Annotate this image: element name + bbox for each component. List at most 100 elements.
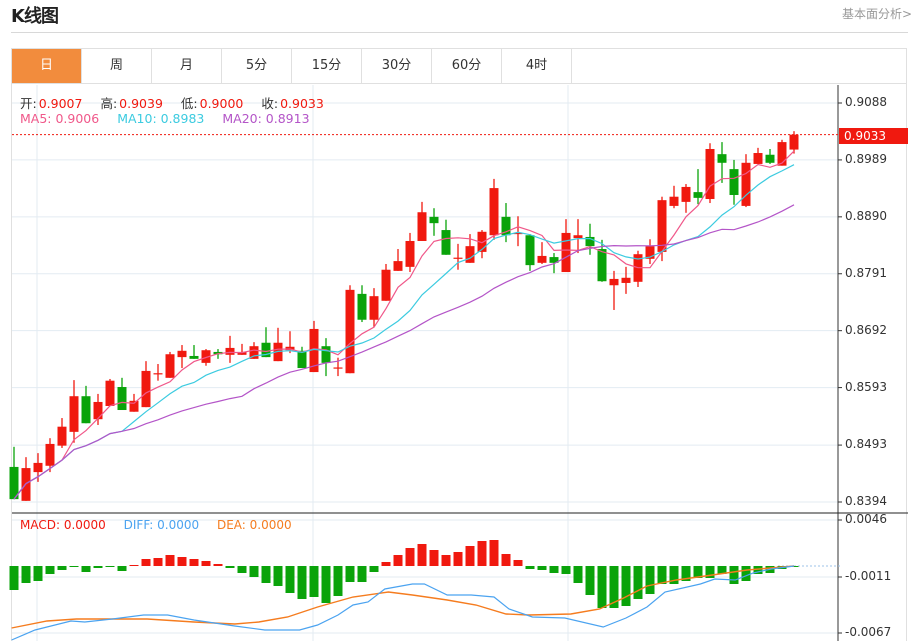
macd-bar-negative [681, 566, 691, 581]
macd-bar-negative [621, 566, 631, 606]
candle-up [777, 142, 787, 166]
macd-bar-negative [297, 566, 307, 599]
candle-up [57, 426, 67, 446]
macd-bar-negative [273, 566, 283, 586]
macd-bar-positive [513, 560, 523, 566]
macd-bar-negative [33, 566, 43, 581]
macd-value: MACD: 0.0000 [20, 518, 106, 532]
macd-axis-label: -0.0011 [845, 569, 892, 583]
macd-bar-negative [633, 566, 643, 599]
macd-bar-negative [333, 566, 343, 596]
macd-bar-negative [45, 566, 55, 574]
candle-up [381, 269, 391, 301]
tab-60min[interactable]: 60分 [432, 49, 502, 83]
high-label: 高: [100, 96, 118, 111]
macd-bar-negative [93, 566, 103, 568]
dea-value: DEA: 0.0000 [216, 518, 292, 532]
high-value: 0.9039 [119, 96, 163, 111]
candle-up [237, 351, 247, 355]
candle-up [201, 350, 211, 363]
macd-bar-negative [369, 566, 379, 572]
macd-bar-negative [729, 566, 739, 584]
macd-bar-negative [609, 566, 619, 608]
macd-bar-negative [21, 566, 31, 583]
macd-bar-positive [417, 544, 427, 566]
candle-up [453, 257, 463, 259]
macd-bar-positive [201, 561, 211, 566]
fundamental-analysis-link[interactable]: 基本面分析> [841, 7, 912, 21]
macd-bar-negative [573, 566, 583, 583]
price-axis-label: 0.8493 [845, 437, 887, 452]
macd-axis-label: -0.0067 [845, 625, 892, 639]
macd-bar-positive [189, 559, 199, 566]
macd-bar-negative [717, 566, 727, 574]
ohlc-legend: 开: 0.9007 高: 0.9039 低: 0.9000 收: 0.9033 [20, 93, 326, 112]
tab-week[interactable]: 周 [82, 49, 152, 83]
candle-up [153, 373, 163, 375]
candle-down [525, 235, 535, 266]
candle-up [669, 196, 679, 206]
macd-bar-negative [537, 566, 547, 570]
ma-legend: MA5: 0.9006 MA10: 0.8983 MA20: 0.8913 [20, 111, 312, 126]
macd-bar-negative [237, 566, 247, 573]
candle-up [537, 255, 547, 263]
macd-bar-negative [669, 566, 679, 584]
diff-value: DIFF: 0.0000 [123, 518, 200, 532]
ma10-value: MA10: 0.8983 [117, 111, 205, 126]
macd-bar-positive [213, 564, 223, 566]
tab-15min[interactable]: 15分 [292, 49, 362, 83]
macd-bar-positive [441, 555, 451, 566]
candle-up [177, 350, 187, 358]
dea-line [11, 565, 795, 629]
tab-4hour[interactable]: 4时 [502, 49, 572, 83]
candle-up [465, 246, 475, 263]
tab-month[interactable]: 月 [152, 49, 222, 83]
candle-up [369, 296, 379, 320]
candle-down [585, 236, 595, 247]
candle-up [405, 240, 415, 267]
macd-bar-negative [645, 566, 655, 594]
diff-line [11, 565, 795, 641]
candle-up [621, 277, 631, 283]
low-label: 低: [180, 96, 198, 111]
macd-bar-negative [321, 566, 331, 603]
candle-up [657, 200, 667, 252]
tab-day[interactable]: 日 [12, 49, 82, 83]
period-tabs: 日 周 月 5分 15分 30分 60分 4时 [11, 48, 907, 84]
macd-bar-positive [453, 552, 463, 566]
candle-up [249, 346, 259, 359]
candle-down [693, 192, 703, 198]
close-value: 0.9033 [280, 96, 324, 111]
macd-bar-negative [225, 566, 235, 568]
macd-bar-negative [693, 566, 703, 578]
candle-up [33, 462, 43, 473]
macd-bar-positive [405, 548, 415, 566]
macd-bar-negative [249, 566, 259, 577]
candle-down [357, 293, 367, 320]
candle-up [561, 232, 571, 273]
candle-down [429, 216, 439, 224]
tab-5min[interactable]: 5分 [222, 49, 292, 83]
candle-up [513, 232, 523, 235]
macd-bar-positive [153, 558, 163, 566]
macd-bar-negative [657, 566, 667, 584]
candle-up [741, 162, 751, 206]
candle-down [717, 154, 727, 163]
candle-up [789, 134, 799, 150]
ma10-line [13, 164, 795, 500]
macd-bar-negative [357, 566, 367, 582]
candle-down [765, 154, 775, 163]
tab-30min[interactable]: 30分 [362, 49, 432, 83]
macd-bar-negative [597, 566, 607, 608]
macd-bar-negative [705, 566, 715, 578]
macd-bar-negative [549, 566, 559, 573]
macd-bar-negative [525, 566, 535, 569]
candle-up [333, 367, 343, 369]
chart-area[interactable] [11, 84, 907, 641]
candle-up [141, 370, 151, 408]
candle-down [441, 230, 451, 255]
candle-up [129, 400, 139, 412]
candle-up [753, 153, 763, 164]
ma20-line [13, 204, 795, 500]
